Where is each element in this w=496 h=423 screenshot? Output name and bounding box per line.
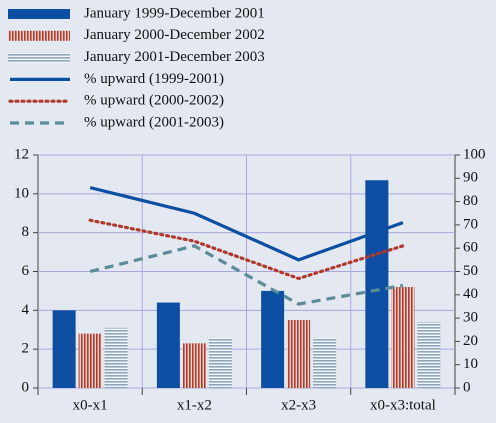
x-tick-label: x1-x2	[177, 397, 212, 413]
bar	[182, 343, 206, 388]
legend-label: % upward (1999-2001)	[84, 71, 224, 87]
legend-swatch	[8, 9, 70, 19]
y-tick-label: 0	[22, 379, 30, 395]
y2-tick-label: 80	[463, 193, 478, 209]
bar	[417, 321, 441, 388]
legend-label: % upward (2000-2002)	[84, 93, 224, 109]
x-tick-label: x0-x3:total	[370, 397, 436, 413]
bar	[391, 287, 415, 388]
legend-label: January 2000-December 2002	[84, 27, 265, 43]
y2-tick-label: 0	[463, 379, 471, 395]
y2-tick-label: 10	[463, 356, 478, 372]
legend-label: January 1999-December 2001	[84, 5, 265, 21]
y-tick-label: 4	[22, 302, 30, 318]
y2-tick-label: 70	[463, 216, 478, 232]
bar	[78, 333, 102, 388]
line	[88, 218, 405, 281]
legend-swatch	[8, 52, 70, 63]
y-tick-label: 8	[22, 224, 30, 240]
y2-tick-label: 30	[463, 310, 478, 326]
y2-tick-label: 50	[463, 263, 478, 279]
y2-tick-label: 40	[463, 286, 478, 302]
y2-tick-label: 20	[463, 333, 478, 349]
legend-label: % upward (2001-2003)	[84, 114, 224, 130]
y-tick-label: 6	[22, 263, 30, 279]
y2-tick-label: 60	[463, 240, 478, 256]
y-tick-label: 12	[14, 146, 29, 162]
y-tick-label: 2	[22, 341, 30, 357]
line	[89, 244, 404, 306]
x-tick-label: x2-x3	[281, 397, 316, 413]
bar	[52, 310, 76, 388]
bar	[287, 320, 311, 388]
line	[89, 186, 404, 262]
bar	[365, 180, 389, 388]
y-tick-label: 10	[14, 185, 29, 201]
bar	[261, 290, 285, 388]
legend-swatch	[8, 30, 70, 41]
legend-label: January 2001-December 2003	[84, 49, 265, 65]
bar	[104, 327, 128, 388]
bar	[313, 337, 337, 388]
bar	[208, 337, 232, 388]
y2-tick-label: 90	[463, 170, 478, 186]
bar	[156, 302, 180, 388]
y2-tick-label: 100	[463, 146, 486, 162]
x-tick-label: x0-x1	[73, 397, 108, 413]
